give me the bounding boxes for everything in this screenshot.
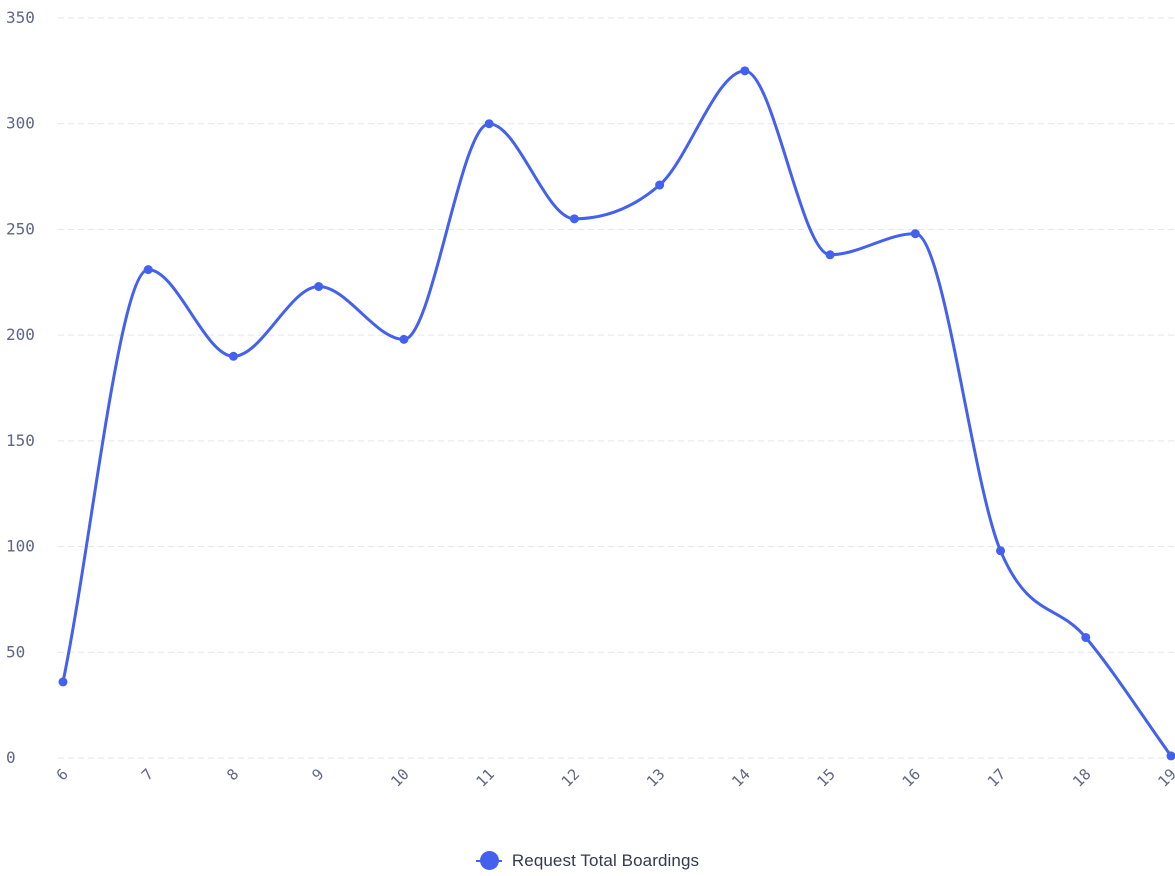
data-point[interactable]: [58, 677, 68, 687]
y-tick-label: 200: [6, 325, 35, 344]
data-point[interactable]: [399, 334, 409, 344]
y-tick-label: 50: [6, 642, 25, 661]
x-tick-label: 19: [1154, 765, 1175, 791]
data-point[interactable]: [910, 229, 920, 239]
y-tick-label: 350: [6, 8, 35, 27]
x-tick-label: 11: [472, 765, 498, 791]
x-tick-label: 17: [984, 765, 1010, 791]
data-point[interactable]: [740, 66, 750, 76]
x-tick-label: 13: [643, 765, 669, 791]
legend-label: Request Total Boardings: [511, 851, 700, 870]
data-point[interactable]: [314, 282, 324, 292]
data-point[interactable]: [228, 351, 238, 361]
x-tick-label: 9: [308, 765, 327, 784]
data-points: [58, 66, 1175, 761]
x-tick-label: 14: [728, 765, 754, 791]
x-tick-label: 7: [138, 765, 157, 784]
x-tick-label: 8: [223, 765, 242, 784]
x-tick-label: 6: [53, 765, 72, 784]
y-tick-label: 150: [6, 431, 35, 450]
data-point[interactable]: [484, 119, 494, 129]
grid-lines: [58, 17, 1175, 759]
x-tick-label: 15: [813, 765, 839, 791]
y-axis-tick-labels: 0 50 100 150 200 250 300 350: [6, 8, 35, 767]
data-point[interactable]: [655, 180, 665, 190]
x-tick-label: 10: [387, 765, 413, 791]
data-point[interactable]: [143, 265, 153, 275]
x-axis-tick-labels: 6 7 8 9 10 11 12 13 14 15 16 17 18 19: [53, 765, 1175, 791]
data-point[interactable]: [1166, 751, 1175, 761]
y-tick-label: 0: [6, 748, 16, 767]
x-tick-label: 16: [899, 765, 925, 791]
line-chart: 0 50 100 150 200 250 300 350 6 7 8 9 10 11 12 13 14 15 16…: [6, 8, 1175, 791]
legend-swatch-icon: [475, 851, 502, 871]
y-tick-label: 300: [6, 114, 35, 133]
x-tick-label: 12: [558, 765, 584, 791]
data-point[interactable]: [1081, 632, 1091, 642]
y-tick-label: 250: [6, 219, 35, 238]
data-point[interactable]: [996, 546, 1006, 556]
y-tick-label: 100: [6, 537, 35, 556]
legend[interactable]: Request Total Boardings: [0, 847, 1175, 875]
series-line-request-total-boardings: [61, 69, 1173, 758]
data-point[interactable]: [825, 250, 835, 260]
data-point[interactable]: [569, 214, 579, 224]
x-tick-label: 18: [1069, 765, 1095, 791]
